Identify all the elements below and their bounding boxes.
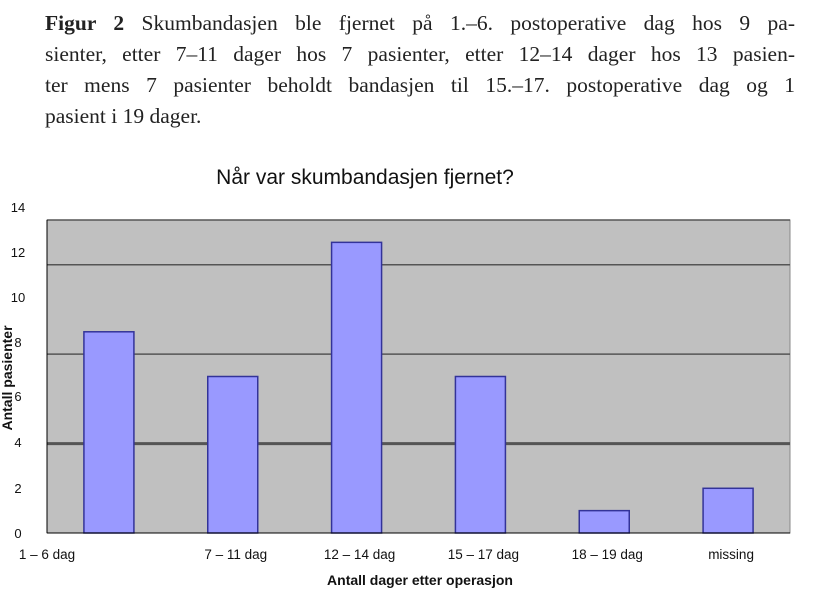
caption-line: Figur 2 Skumbandasjen ble fjernet på 1.–… (45, 11, 796, 35)
caption-line: pasient i 19 dager. (45, 104, 202, 128)
y-tick-label: 6 (14, 389, 21, 404)
plot-area (46, 219, 791, 534)
bar (702, 487, 754, 534)
x-tick-label: 15 – 17 dag (448, 547, 519, 562)
bar (330, 241, 383, 534)
x-tick-label: missing (708, 547, 754, 562)
bar (578, 509, 630, 534)
x-tick-label: 7 – 11 dag (204, 547, 267, 562)
x-tick-label: 12 – 14 dag (324, 547, 395, 562)
y-tick-label: 4 (14, 435, 21, 450)
y-tick-label: 10 (11, 290, 25, 305)
bar (83, 331, 135, 534)
y-tick-label: 14 (11, 200, 25, 215)
y-tick-label: 0 (14, 526, 21, 541)
figure-label: Figur 2 (45, 11, 125, 35)
caption-line: sienter, etter 7–11 dager hos 7 pasiente… (45, 42, 795, 66)
bar (454, 375, 507, 534)
y-tick-label: 2 (14, 481, 21, 496)
x-tick-label: 18 – 19 dag (572, 547, 643, 562)
figure-caption: Figur 2 Skumbandasjen ble fjernet på 1.–… (45, 8, 795, 132)
caption-line: ter mens 7 pasienter beholdt bandasjen t… (45, 73, 795, 97)
y-tick-label: 12 (11, 245, 25, 260)
y-axis-label: Antall pasienter (0, 325, 15, 431)
x-axis-label: Antall dager etter operasjon (327, 572, 513, 588)
chart-title: Når var skumbandasjen fjernet? (216, 166, 514, 189)
y-tick-label: 8 (14, 335, 21, 350)
x-tick-label: 1 – 6 dag (19, 547, 75, 562)
bar (207, 375, 259, 534)
